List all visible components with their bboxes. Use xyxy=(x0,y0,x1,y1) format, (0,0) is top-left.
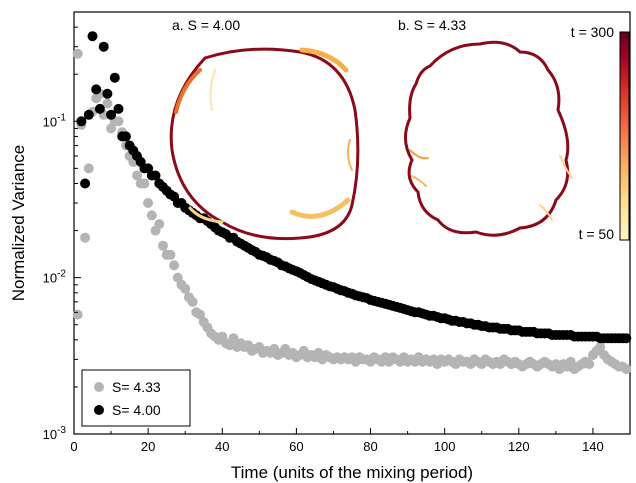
data-point xyxy=(102,98,113,109)
inset-b-filament-2 xyxy=(559,155,573,179)
legend-box xyxy=(81,369,191,427)
data-point xyxy=(120,131,131,142)
x-tick-label: 0 xyxy=(70,439,77,454)
x-tick-label: 80 xyxy=(363,439,377,454)
data-point xyxy=(109,72,120,83)
data-point xyxy=(72,309,83,320)
data-point xyxy=(154,219,165,230)
inset-b-filament-3 xyxy=(411,175,427,187)
y-axis-title: Normalized Variance xyxy=(9,145,28,302)
inset-a: a. S = 4.00 xyxy=(169,17,360,241)
data-point xyxy=(139,178,150,189)
y-tick-label: 10-2 xyxy=(43,269,67,286)
data-point xyxy=(83,109,94,120)
inset-a-label: a. S = 4.00 xyxy=(172,17,240,33)
data-point xyxy=(102,88,113,99)
data-point xyxy=(98,41,109,52)
colorbar: t = 300 t = 50 xyxy=(571,24,630,242)
legend: S= 4.33 S= 4.00 xyxy=(81,369,191,427)
data-point xyxy=(113,116,124,127)
data-point xyxy=(150,170,161,181)
x-tick-label: 60 xyxy=(289,439,303,454)
colorbar-gradient xyxy=(619,31,630,241)
x-axis-title: Time (units of the mixing period) xyxy=(231,463,473,482)
data-point xyxy=(146,210,157,221)
data-point xyxy=(621,364,632,375)
data-point xyxy=(195,309,205,320)
data-point xyxy=(565,356,576,367)
inset-a-filament-1 xyxy=(174,68,202,114)
data-point xyxy=(72,48,83,59)
data-point xyxy=(228,333,239,344)
data-point xyxy=(165,249,176,260)
x-tick-label: 20 xyxy=(141,439,155,454)
data-point xyxy=(621,333,632,344)
legend-marker-s400 xyxy=(94,405,104,415)
inset-a-ring xyxy=(169,47,360,241)
y-tick-label: 10-3 xyxy=(43,425,67,442)
data-point xyxy=(80,178,91,189)
inset-b-ring xyxy=(404,40,570,237)
data-point xyxy=(113,103,124,114)
x-tick-label: 140 xyxy=(582,439,604,454)
inset-a-filament-3 xyxy=(289,197,351,219)
data-point xyxy=(180,283,191,294)
inset-a-filament-2 xyxy=(299,47,349,73)
data-point xyxy=(91,84,102,95)
x-axis: 0 20 40 60 80 100 120 140 xyxy=(70,428,604,454)
data-point xyxy=(169,260,180,271)
plot-area xyxy=(73,11,631,435)
data-point xyxy=(595,342,606,352)
data-point xyxy=(87,31,98,42)
inset-a-filament-6 xyxy=(346,139,353,171)
colorbar-bottom-label: t = 50 xyxy=(579,226,615,242)
series-s433 xyxy=(72,48,632,375)
data-point xyxy=(132,170,142,181)
x-tick-label: 100 xyxy=(434,439,456,454)
inset-b-label: b. S = 4.33 xyxy=(398,17,466,33)
data-point xyxy=(158,240,168,251)
x-tick-label: 120 xyxy=(508,439,530,454)
inset-a-filament-4 xyxy=(188,206,224,224)
legend-label-s433: S= 4.33 xyxy=(112,379,161,395)
data-point xyxy=(76,116,87,127)
y-axis: 10-3 10-2 10-1 xyxy=(43,11,81,442)
data-point xyxy=(83,163,94,174)
data-point xyxy=(187,296,198,307)
inset-a-filament-5 xyxy=(209,69,216,111)
inset-b-filament-1 xyxy=(409,149,429,160)
data-point xyxy=(106,109,117,120)
inset-b: b. S = 4.33 xyxy=(398,17,573,237)
data-point xyxy=(80,232,91,243)
inset-b-filament-4 xyxy=(539,204,553,221)
legend-label-s400: S= 4.00 xyxy=(112,402,161,418)
legend-marker-s433 xyxy=(94,382,104,392)
data-point xyxy=(94,103,105,114)
colorbar-top-label: t = 300 xyxy=(571,24,614,40)
data-point xyxy=(143,198,154,208)
x-tick-label: 40 xyxy=(215,439,229,454)
data-point xyxy=(584,359,595,370)
y-tick-label: 10-1 xyxy=(43,112,67,129)
